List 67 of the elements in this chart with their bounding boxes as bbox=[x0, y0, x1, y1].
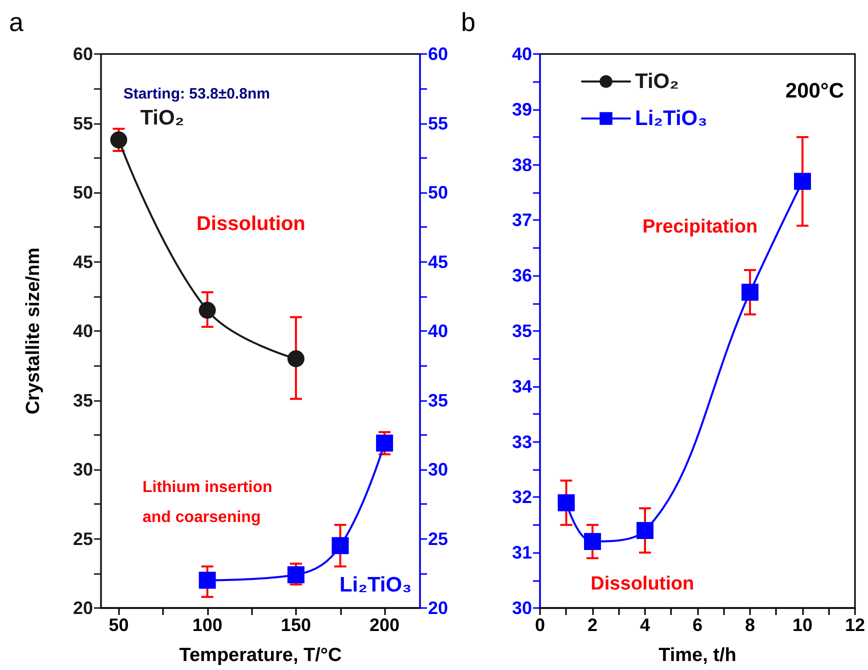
series-label: Li₂TiO₃ bbox=[339, 573, 412, 596]
y-tick-label: 30 bbox=[72, 460, 93, 480]
series-label: TiO₂ bbox=[140, 106, 184, 130]
annotation: 200°C bbox=[785, 80, 844, 103]
annotation: Starting: 53.8±0.8nm bbox=[123, 85, 270, 102]
y-tick-label: 20 bbox=[72, 598, 93, 618]
y2-tick-label: 25 bbox=[428, 528, 448, 549]
legend-label: TiO₂ bbox=[635, 70, 679, 93]
annotation: Dissolution bbox=[196, 213, 306, 236]
point bbox=[287, 350, 304, 368]
y-tick-label: 55 bbox=[72, 113, 93, 134]
point bbox=[287, 566, 304, 584]
y-tick-label: 37 bbox=[512, 210, 532, 230]
y-tick-label: 34 bbox=[512, 376, 532, 396]
x-axis-title: Temperature, T/°C bbox=[179, 645, 342, 666]
x-tick-label: 0 bbox=[534, 615, 546, 635]
y2-tick-label: 45 bbox=[428, 252, 448, 272]
x-tick-label: 6 bbox=[692, 615, 702, 635]
x-tick-label: 100 bbox=[192, 615, 222, 635]
y2-tick-label: 30 bbox=[428, 460, 448, 480]
x-tick-label: 50 bbox=[108, 615, 129, 635]
y2-tick-label: 50 bbox=[428, 182, 448, 202]
point bbox=[636, 522, 654, 539]
chart-title: b bbox=[461, 7, 476, 37]
y-tick-label: 33 bbox=[512, 432, 532, 452]
y-tick-label: 45 bbox=[72, 252, 93, 272]
x-tick-label: 12 bbox=[844, 615, 866, 635]
point bbox=[332, 537, 349, 554]
annotation: Lithium insertion and coarsening bbox=[142, 478, 277, 526]
y2-tick-label: 35 bbox=[428, 390, 448, 410]
y-tick-label: 30 bbox=[512, 598, 532, 618]
y-axis-title: Crystallite size/nm bbox=[23, 248, 44, 414]
point bbox=[376, 434, 394, 452]
point bbox=[198, 572, 216, 589]
y-tick-label: 25 bbox=[72, 528, 93, 549]
x-tick-label: 200 bbox=[370, 615, 400, 635]
chart-title: a bbox=[9, 7, 24, 37]
y2-tick-label: 55 bbox=[428, 113, 448, 134]
y-tick-label: 31 bbox=[512, 542, 532, 563]
y2-tick-label: 60 bbox=[428, 44, 448, 64]
point bbox=[558, 494, 575, 512]
y-tick-label: 50 bbox=[72, 182, 93, 202]
y2-tick-label: 20 bbox=[428, 598, 448, 618]
y-tick-label: 39 bbox=[512, 99, 532, 120]
x-tick-label: 4 bbox=[640, 615, 650, 635]
point bbox=[584, 533, 601, 550]
point bbox=[741, 284, 758, 301]
annotation: Dissolution bbox=[590, 574, 694, 595]
x-tick-label: 10 bbox=[792, 615, 813, 635]
point bbox=[110, 131, 128, 148]
y-tick-label: 60 bbox=[72, 44, 93, 64]
point bbox=[198, 302, 216, 319]
y-tick-label: 36 bbox=[512, 266, 532, 286]
x-axis-title: Time, t/h bbox=[658, 645, 736, 666]
point bbox=[794, 172, 811, 190]
y-tick-label: 38 bbox=[512, 154, 532, 175]
x-tick-label: 2 bbox=[587, 615, 598, 635]
x-tick-label: 150 bbox=[280, 615, 311, 635]
y-tick-label: 35 bbox=[72, 390, 93, 410]
y2-tick-label: 40 bbox=[428, 321, 448, 341]
y-tick-label: 40 bbox=[72, 321, 93, 341]
y-tick-label: 35 bbox=[512, 321, 532, 341]
legend-label: Li₂TiO₃ bbox=[635, 107, 708, 130]
x-tick-label: 8 bbox=[744, 615, 755, 635]
y-tick-label: 40 bbox=[512, 44, 532, 64]
annotation: Precipitation bbox=[642, 216, 758, 238]
y-tick-label: 32 bbox=[512, 487, 532, 508]
